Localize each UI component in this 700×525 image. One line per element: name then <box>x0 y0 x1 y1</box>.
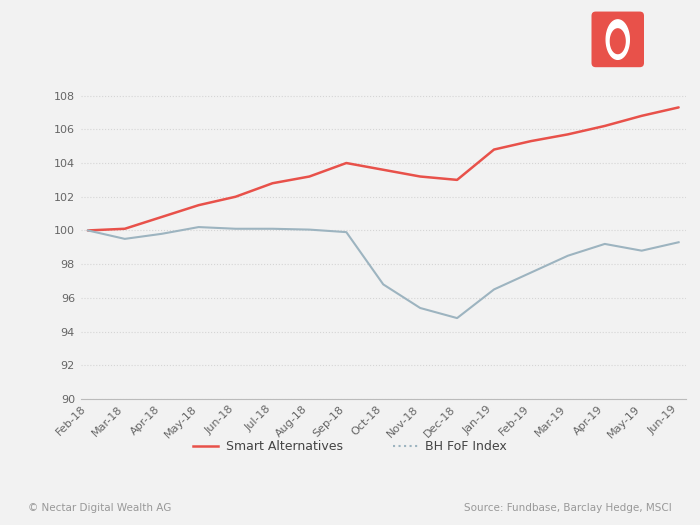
Legend: Smart Alternatives, BH FoF Index: Smart Alternatives, BH FoF Index <box>188 435 512 458</box>
Text: Source: Fundbase, Barclay Hedge, MSCI: Source: Fundbase, Barclay Hedge, MSCI <box>464 503 672 513</box>
Polygon shape <box>606 20 629 59</box>
Polygon shape <box>610 29 625 54</box>
Text: © Nectar Digital Wealth AG: © Nectar Digital Wealth AG <box>28 503 172 513</box>
FancyBboxPatch shape <box>592 12 644 67</box>
